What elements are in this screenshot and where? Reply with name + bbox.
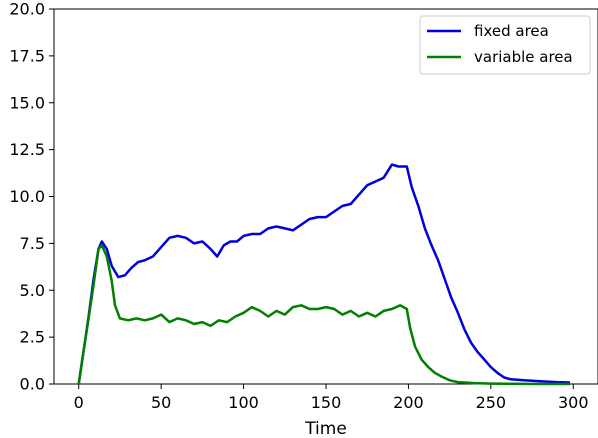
x-tick-label: 150 bbox=[311, 393, 342, 412]
y-tick-label: 5.0 bbox=[20, 281, 45, 300]
x-tick-label: 50 bbox=[151, 393, 171, 412]
legend-label-variable-area: variable area bbox=[474, 48, 573, 66]
y-tick-label: 15.0 bbox=[9, 93, 45, 112]
x-tick-label: 0 bbox=[74, 393, 84, 412]
x-tick-label: 300 bbox=[558, 393, 589, 412]
series-line-fixed-area bbox=[77, 163, 571, 385]
x-tick-label: 100 bbox=[228, 393, 259, 412]
x-axis: 0 50 100 150 200 250 300 bbox=[74, 384, 589, 412]
y-tick-label: 17.5 bbox=[9, 46, 45, 65]
legend: fixed area variable area bbox=[419, 15, 591, 75]
y-tick-label: 10.0 bbox=[9, 187, 45, 206]
y-tick-label: 12.5 bbox=[9, 140, 45, 159]
legend-box bbox=[419, 15, 591, 75]
x-axis-label: Time bbox=[304, 419, 347, 438]
y-tick-label: 0.0 bbox=[20, 375, 45, 394]
series-layer bbox=[77, 163, 571, 386]
x-tick-label: 250 bbox=[476, 393, 507, 412]
legend-label-fixed-area: fixed area bbox=[474, 22, 549, 40]
y-axis: 0.0 2.5 5.0 7.5 10.0 12.5 15.0 17.5 20.0 bbox=[9, 0, 54, 394]
y-tick-label: 7.5 bbox=[20, 234, 45, 253]
y-tick-label: 20.0 bbox=[9, 0, 45, 19]
y-tick-label: 2.5 bbox=[20, 328, 45, 347]
series-line-variable-area bbox=[77, 244, 570, 386]
x-tick-label: 200 bbox=[393, 393, 424, 412]
